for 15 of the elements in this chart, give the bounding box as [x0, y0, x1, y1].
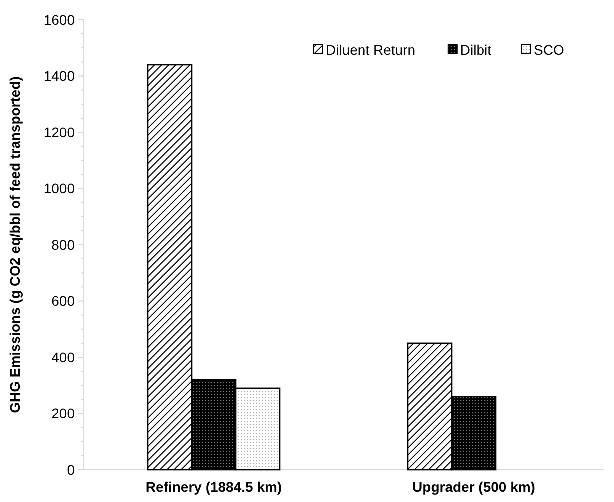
y-tick-label: 1000 [44, 180, 76, 197]
y-axis-title: GHG Emissions (g CO2 eq/bbl of feed transported) [7, 76, 23, 414]
legend-label: Diluent Return [326, 42, 416, 58]
y-tick-label: 0 [67, 462, 76, 478]
y-tick-label: 800 [52, 236, 76, 253]
y-tick-label: 1400 [44, 68, 76, 84]
legend-label: Dilbit [460, 42, 492, 58]
x-tick-label: Refinery (1884.5 km) [146, 479, 282, 495]
y-tick-label: 600 [52, 293, 76, 310]
y-tick-label: 400 [52, 349, 76, 366]
y-tick-label: 1200 [44, 124, 76, 140]
y-tick-label: 200 [52, 406, 76, 422]
legend-label: SCO [534, 42, 564, 58]
y-tick-label: 1600 [44, 12, 76, 28]
x-tick-label: Upgrader (500 km) [412, 479, 536, 495]
